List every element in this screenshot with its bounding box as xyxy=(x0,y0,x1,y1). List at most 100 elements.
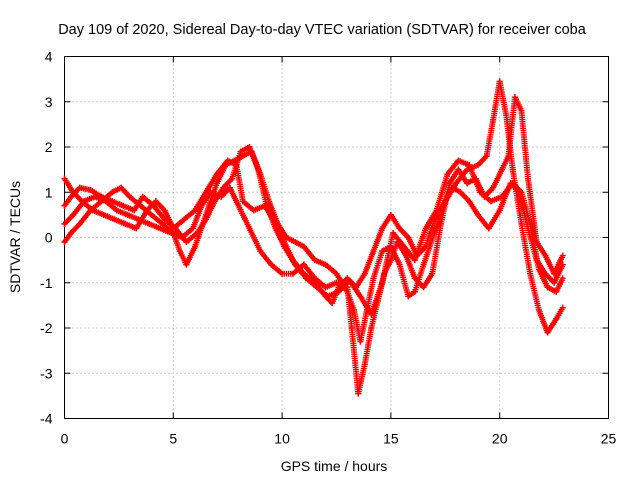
data-point xyxy=(535,306,542,313)
data-point xyxy=(311,275,318,282)
data-point xyxy=(411,288,418,295)
data-point xyxy=(509,166,516,173)
y-tick-label: 2 xyxy=(45,139,53,155)
data-point xyxy=(559,304,566,311)
data-point xyxy=(113,207,120,214)
data-point xyxy=(176,248,183,255)
x-tick-label: 0 xyxy=(61,431,69,447)
data-point xyxy=(89,207,96,214)
data-point xyxy=(333,279,340,286)
data-point xyxy=(70,211,77,218)
data-point xyxy=(183,261,190,268)
data-point xyxy=(263,202,270,209)
data-point xyxy=(192,243,199,250)
data-point xyxy=(135,216,142,223)
data-point xyxy=(133,225,140,232)
data-point xyxy=(422,243,429,250)
data-point xyxy=(361,270,368,277)
data-point xyxy=(322,284,329,291)
data-point xyxy=(390,229,397,236)
y-tick-label: -4 xyxy=(40,411,53,427)
data-point xyxy=(76,184,83,191)
data-point xyxy=(68,193,75,200)
data-point xyxy=(237,148,244,155)
data-point xyxy=(272,225,279,232)
data-point xyxy=(490,116,497,123)
data-point xyxy=(335,288,342,295)
axis-ticks: 0 5 10 15 20 25 -4 -3 -2 -1 0 1 2 3 4 xyxy=(40,49,616,447)
data-point xyxy=(279,270,286,277)
data-point xyxy=(311,257,318,264)
data-point xyxy=(518,220,525,227)
data-point xyxy=(466,162,473,169)
data-point xyxy=(464,180,471,187)
data-point xyxy=(61,220,68,227)
data-point xyxy=(433,207,440,214)
data-point xyxy=(361,361,368,368)
data-point xyxy=(411,275,418,282)
data-point xyxy=(422,225,429,232)
data-point xyxy=(527,270,534,277)
data-point xyxy=(487,198,494,205)
data-point xyxy=(120,202,127,209)
data-point xyxy=(211,198,218,205)
data-point xyxy=(303,275,310,282)
data-point xyxy=(511,94,518,101)
data-point xyxy=(257,248,264,255)
data-point xyxy=(455,157,462,164)
data-point xyxy=(355,390,362,397)
data-point xyxy=(509,180,516,187)
data-point xyxy=(281,243,288,250)
data-point xyxy=(292,239,299,246)
x-tick-label: 10 xyxy=(274,431,290,447)
data-point xyxy=(518,189,525,196)
data-point xyxy=(474,211,481,218)
data-point xyxy=(146,220,153,227)
data-point xyxy=(100,211,107,218)
data-point xyxy=(400,243,407,250)
data-point xyxy=(152,198,159,205)
y-tick-label: 4 xyxy=(45,49,53,65)
data-point xyxy=(437,220,444,227)
data-point xyxy=(268,261,275,268)
data-point xyxy=(496,78,503,85)
data-point xyxy=(551,279,558,286)
data-point xyxy=(405,293,412,300)
data-point xyxy=(379,248,386,255)
grid-lines xyxy=(64,56,609,419)
data-point xyxy=(81,198,88,205)
data-point xyxy=(379,225,386,232)
data-point xyxy=(368,311,375,318)
x-tick-label: 15 xyxy=(383,431,399,447)
chart-title: Day 109 of 2020, Sidereal Day-to-day VTE… xyxy=(58,22,587,38)
data-point xyxy=(553,315,560,322)
data-point xyxy=(348,325,355,331)
data-point xyxy=(202,216,209,223)
data-point xyxy=(544,284,551,291)
data-point xyxy=(109,189,116,196)
data-point xyxy=(76,220,83,227)
series-markers xyxy=(61,78,565,345)
data-point xyxy=(192,207,199,214)
data-point xyxy=(346,277,353,284)
data-point xyxy=(498,193,505,200)
data-point xyxy=(226,184,233,191)
y-axis-title: SDTVAR / TECUs xyxy=(7,181,23,293)
data-point xyxy=(490,184,497,191)
data-point xyxy=(181,216,188,223)
data-point xyxy=(246,144,253,150)
data-point xyxy=(126,193,133,200)
data-point xyxy=(159,220,166,227)
data-point xyxy=(161,216,168,223)
x-axis-title: GPS time / hours xyxy=(281,458,388,474)
y-tick-label: 0 xyxy=(45,230,53,246)
x-tick-label: 5 xyxy=(169,431,177,447)
data-point xyxy=(98,193,105,200)
data-point xyxy=(246,225,253,232)
data-point xyxy=(255,166,262,173)
data-point xyxy=(292,261,299,268)
series-1 xyxy=(61,78,566,345)
data-point xyxy=(474,162,481,169)
data-point xyxy=(559,275,566,282)
data-point xyxy=(183,239,190,246)
